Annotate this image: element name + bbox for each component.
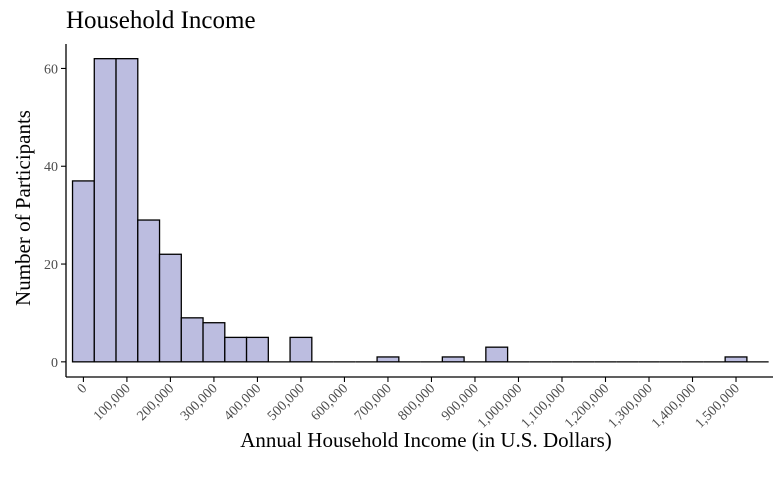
histogram-bar <box>724 356 748 363</box>
x-tick-label: 1,100,000 <box>519 381 569 431</box>
histogram-bar <box>441 356 465 363</box>
y-tick-label: 0 <box>51 356 58 371</box>
x-tick-label: 500,000 <box>265 381 308 424</box>
y-tick-label: 20 <box>44 258 58 273</box>
histogram-bar <box>289 336 313 363</box>
x-tick-label: 1,000,000 <box>475 381 525 431</box>
x-tick-label: 1,500,000 <box>693 381 743 431</box>
x-tick-label: 1,200,000 <box>562 381 612 431</box>
x-tick-label: 200,000 <box>134 381 177 424</box>
histogram-bar <box>93 58 117 363</box>
x-tick-label: 100,000 <box>91 381 134 424</box>
y-tick-label: 60 <box>44 62 58 77</box>
x-axis-ticks: 0 100,000 200,000 300,000 400,000 500,000 600,… <box>75 377 743 431</box>
y-axis-title: Number of Participants <box>11 110 35 306</box>
x-tick-label: 300,000 <box>178 381 221 424</box>
x-tick-label: 900,000 <box>439 381 482 424</box>
histogram-bar <box>376 356 400 363</box>
histogram-bar <box>180 317 204 363</box>
y-tick-label: 40 <box>44 160 58 175</box>
histogram-bar <box>224 336 248 363</box>
x-tick-label: 0 <box>75 381 91 397</box>
x-tick-label: 1,400,000 <box>649 381 699 431</box>
x-axis-title: Annual Household Income (in U.S. Dollars… <box>240 428 612 452</box>
chart-title: Household Income <box>66 7 256 34</box>
histogram-bar <box>202 322 226 363</box>
x-tick-label: 800,000 <box>396 381 439 424</box>
x-tick-label: 400,000 <box>221 381 264 424</box>
histogram-bar <box>115 58 139 363</box>
histogram-bar <box>485 346 509 363</box>
x-tick-label: 1,300,000 <box>606 381 656 431</box>
histogram-bar <box>245 336 269 363</box>
bars-group <box>71 58 769 363</box>
histogram-bar <box>158 253 182 363</box>
x-tick-label: 600,000 <box>308 381 351 424</box>
x-tick-label: 700,000 <box>352 381 395 424</box>
histogram-bar <box>137 219 161 363</box>
y-axis-ticks: 0 20 40 60 <box>44 62 66 371</box>
histogram-bar <box>71 180 95 363</box>
